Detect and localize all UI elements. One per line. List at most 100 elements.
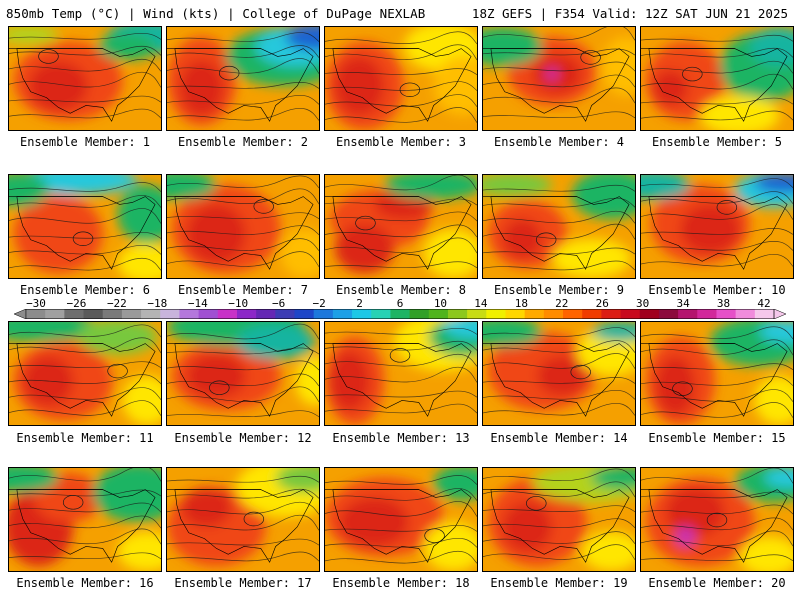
ensemble-member-label: Ensemble Member: 18 — [332, 576, 470, 590]
temperature-region — [28, 61, 88, 111]
height-contour — [325, 261, 477, 269]
height-contour — [167, 347, 319, 355]
colorbar-tick-label: 38 — [716, 297, 731, 310]
height-contour — [9, 374, 161, 385]
country-border — [648, 489, 788, 563]
colorbar-tick-label: −30 — [26, 297, 46, 310]
colorbar-tick-label: 30 — [636, 297, 650, 310]
closed-contour — [62, 495, 84, 510]
temperature-region — [443, 322, 477, 339]
temperature-field — [483, 175, 635, 278]
height-contour — [9, 468, 161, 482]
temperature-field — [325, 468, 477, 571]
colorbar-swatch — [256, 309, 276, 319]
country-border — [174, 343, 314, 417]
colorbar-swatch — [275, 309, 296, 319]
temperature-field — [325, 175, 477, 278]
country-border — [174, 48, 314, 122]
height-contour — [325, 501, 477, 518]
colorbar-swatch — [332, 309, 353, 319]
height-contour — [167, 410, 319, 418]
height-contour — [9, 337, 161, 354]
ensemble-member-label: Ensemble Member: 1 — [19, 135, 151, 149]
temperature-region — [665, 487, 725, 537]
ensemble-member-map — [8, 321, 162, 426]
colorbar-tick-label: −26 — [66, 297, 87, 310]
height-contour — [483, 340, 635, 353]
colorbar-svg — [14, 309, 786, 319]
height-contour — [9, 387, 161, 401]
temperature-region — [423, 521, 477, 571]
temperature-field — [641, 175, 793, 278]
closed-contour — [716, 200, 738, 215]
ensemble-member-map — [324, 26, 478, 131]
closed-contour — [399, 82, 421, 97]
height-contour — [167, 188, 319, 205]
height-contour — [167, 551, 319, 562]
height-contour — [167, 32, 319, 42]
ensemble-member-label: Ensemble Member: 6 — [19, 283, 151, 297]
height-contour — [641, 253, 793, 267]
temperature-region — [179, 60, 224, 116]
height-contour — [9, 32, 161, 40]
height-contour — [9, 324, 161, 338]
temperature-region — [186, 204, 246, 264]
temperature-region — [181, 487, 232, 527]
temperature-region — [167, 175, 217, 200]
temperature-region — [552, 238, 632, 278]
valid-time-label: 18Z GEFS | F354 Valid: 12Z SAT JUN 21 20… — [471, 6, 788, 21]
colorbar-tick-label: 10 — [433, 297, 448, 310]
height-contour — [9, 231, 161, 239]
ensemble-member-map — [166, 467, 320, 572]
height-contour — [641, 530, 793, 547]
colorbar-tick-label: 42 — [757, 297, 771, 310]
country-border — [490, 48, 630, 122]
height-contour — [325, 353, 477, 367]
height-contour — [167, 386, 319, 403]
country-border — [332, 489, 472, 563]
height-contour — [9, 528, 161, 545]
colorbar-swatch — [141, 309, 161, 319]
height-contour — [641, 47, 793, 58]
closed-contour — [218, 65, 240, 81]
height-contour — [641, 376, 793, 386]
height-contour — [483, 197, 635, 208]
temperature-region — [384, 175, 477, 200]
temperature-region — [739, 536, 793, 571]
temperature-region — [546, 68, 559, 80]
ensemble-member-label: Ensemble Member: 2 — [177, 135, 309, 149]
ensemble-member-label: Ensemble Member: 7 — [177, 283, 309, 297]
height-contour — [483, 48, 635, 56]
height-contour — [325, 475, 477, 485]
height-contour — [325, 550, 477, 564]
height-contour — [483, 505, 635, 513]
ensemble-member-label: Ensemble Member: 17 — [174, 576, 312, 590]
height-contour — [325, 81, 477, 91]
height-contour — [9, 400, 161, 417]
ensemble-member-map — [324, 321, 478, 426]
height-contour — [483, 518, 635, 529]
height-contour — [325, 198, 477, 206]
colorbar-swatch — [26, 309, 46, 319]
colorbar-tick-label: 14 — [474, 297, 488, 310]
height-contour — [9, 108, 161, 119]
colorbar-swatch — [236, 309, 257, 319]
height-contour — [9, 208, 161, 225]
ensemble-member-label: Ensemble Member: 5 — [651, 135, 783, 149]
height-contour — [483, 260, 635, 271]
height-contour — [325, 327, 477, 335]
colorbar-swatch — [716, 309, 737, 319]
height-contour — [483, 402, 635, 416]
height-contour — [325, 237, 477, 254]
height-contour — [325, 403, 477, 414]
colorbar-swatch — [543, 309, 564, 319]
height-contour — [641, 73, 793, 90]
colorbar-swatch — [505, 309, 526, 319]
height-contour — [9, 552, 161, 560]
temperature-region — [236, 323, 316, 360]
ensemble-member-label: Ensemble Member: 19 — [490, 576, 628, 590]
height-contour — [641, 554, 793, 562]
height-contour — [167, 238, 319, 252]
ensemble-member-map — [640, 174, 794, 279]
temperature-region — [537, 356, 587, 396]
